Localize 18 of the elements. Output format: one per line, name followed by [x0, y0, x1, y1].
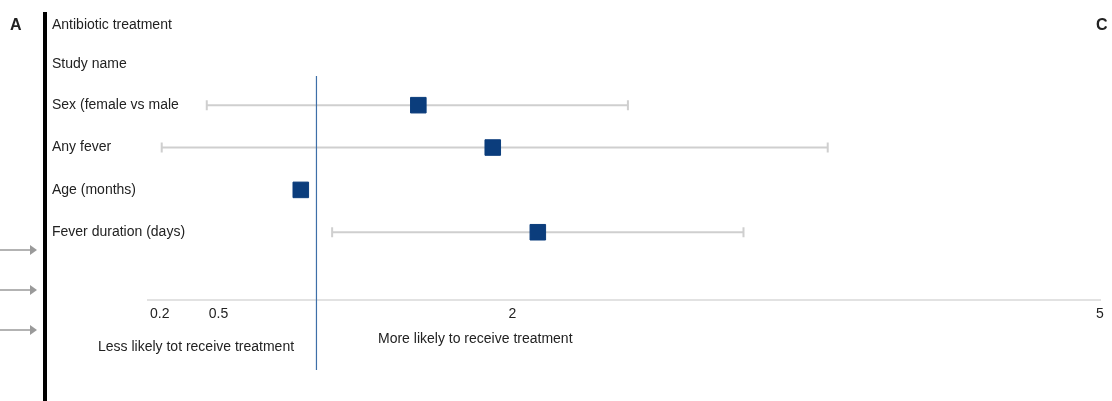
point [529, 223, 547, 241]
x-tick-label: 5 [1096, 305, 1105, 322]
text: C [1096, 16, 1108, 34]
chart-title: Antibiotic treatment [52, 16, 172, 32]
point [410, 96, 427, 114]
text: Study name [52, 55, 127, 71]
text: Less likely tot receive treatment [98, 338, 295, 354]
point [484, 139, 502, 156]
text: More likely to receive treatment [378, 330, 573, 346]
point [292, 181, 310, 199]
x-tick-label: 0.5 [208, 305, 229, 322]
x-tick-label: 0.2 [150, 305, 170, 322]
x-tick-label: 2 [508, 305, 517, 322]
y-tick-label: Fever duration (days) [52, 223, 186, 240]
y-tick-label: Age (months) [52, 180, 137, 197]
y-tick-label: Any fever [52, 138, 112, 155]
y-tick-label: Sex (female vs male [52, 96, 180, 113]
text: A [10, 16, 22, 34]
